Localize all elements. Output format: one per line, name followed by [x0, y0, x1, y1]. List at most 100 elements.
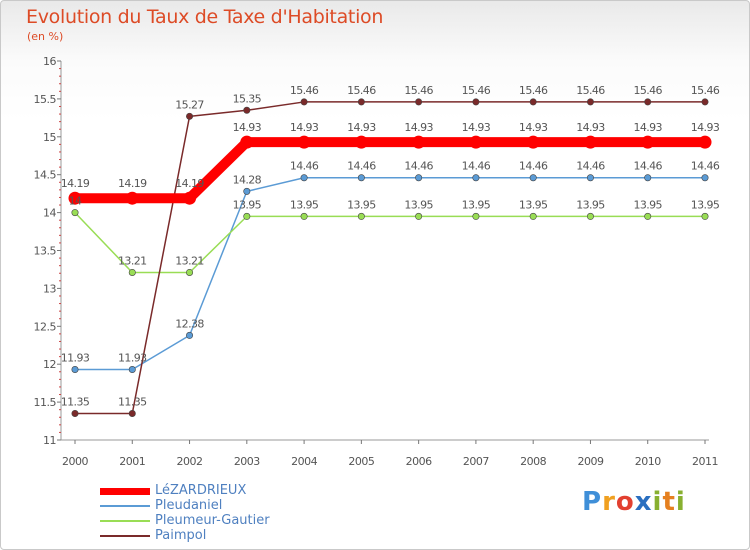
legend-item-pleumeur-gautier: Pleumeur-Gautier [100, 513, 320, 528]
data-label-pleumeur-gautier: 13.21 [118, 254, 147, 267]
data-point-l-zardrieux [583, 135, 597, 149]
x-tick-label: 2008 [520, 455, 546, 468]
data-point-pleudaniel [472, 174, 480, 182]
data-point-l-zardrieux [183, 191, 197, 205]
data-label-l-zardrieux: 14.19 [175, 177, 204, 190]
data-point-l-zardrieux [526, 135, 540, 149]
data-label-paimpol: 15.46 [519, 84, 548, 97]
chart-subtitle: (en %) [27, 30, 64, 43]
x-tick-label: 2010 [635, 455, 661, 468]
data-label-paimpol: 15.46 [633, 84, 662, 97]
y-tick-label: 14.5 [34, 169, 57, 182]
legend-swatch-pleumeur-gautier [100, 520, 150, 522]
y-tick-label: 13 [43, 282, 56, 295]
y-tick-label: 11.5 [34, 396, 57, 409]
legend-item-lezardrieux: LéZARDRIEUX [100, 483, 320, 498]
data-label-pleudaniel: 14.46 [347, 160, 376, 173]
x-tick-label: 2005 [348, 455, 374, 468]
y-tick-label: 16 [43, 55, 56, 68]
data-label-pleudaniel: 14.46 [691, 160, 720, 173]
series-lines [70, 101, 710, 415]
data-label-pleumeur-gautier: 13.95 [576, 198, 605, 211]
data-point-paimpol [243, 106, 251, 114]
data-label-l-zardrieux: 14.93 [290, 121, 319, 134]
data-point-l-zardrieux [68, 191, 82, 205]
data-point-paimpol [586, 98, 594, 106]
data-label-l-zardrieux: 14.93 [233, 121, 262, 134]
data-label-l-zardrieux: 14.19 [118, 177, 147, 190]
data-label-pleumeur-gautier: 13.95 [691, 198, 720, 211]
data-point-l-zardrieux [297, 135, 311, 149]
data-label-pleudaniel: 14.46 [633, 160, 662, 173]
data-point-paimpol [128, 409, 136, 417]
data-point-paimpol [357, 98, 365, 106]
data-point-pleumeur-gautier [186, 268, 194, 276]
data-label-pleudaniel: 14.28 [233, 173, 262, 186]
data-label-pleumeur-gautier: 13.95 [633, 198, 662, 211]
data-label-pleudaniel: 14.46 [290, 160, 319, 173]
data-point-pleumeur-gautier [529, 212, 537, 220]
x-tick-label: 2004 [291, 455, 317, 468]
data-label-pleumeur-gautier: 13.95 [290, 198, 319, 211]
data-label-l-zardrieux: 14.93 [347, 121, 376, 134]
data-point-l-zardrieux [469, 135, 483, 149]
data-point-pleumeur-gautier [586, 212, 594, 220]
proxiti-logo: Proxiti [582, 487, 686, 517]
data-label-paimpol: 15.46 [691, 84, 720, 97]
data-label-paimpol: 15.46 [576, 84, 605, 97]
data-point-paimpol [701, 98, 709, 106]
data-point-pleudaniel [71, 366, 79, 374]
data-label-pleudaniel: 14.46 [519, 160, 548, 173]
data-label-l-zardrieux: 14.93 [462, 121, 491, 134]
data-point-pleudaniel [186, 331, 194, 339]
y-tick-label: 12 [43, 358, 56, 371]
y-tick-label: 15 [43, 131, 56, 144]
data-point-pleudaniel [701, 174, 709, 182]
data-point-pleudaniel [586, 174, 594, 182]
chart-title: Evolution du Taux de Taxe d'Habitation [26, 6, 384, 28]
data-label-l-zardrieux: 14.93 [633, 121, 662, 134]
data-point-l-zardrieux [641, 135, 655, 149]
data-label-paimpol: 15.46 [347, 84, 376, 97]
data-label-l-zardrieux: 14.93 [519, 121, 548, 134]
data-label-paimpol: 11.35 [61, 395, 90, 408]
data-label-pleumeur-gautier: 13.95 [519, 198, 548, 211]
data-point-pleudaniel [300, 174, 308, 182]
data-point-paimpol [644, 98, 652, 106]
y-tick-label: 13.5 [34, 245, 57, 258]
y-tick-label: 11 [43, 434, 56, 447]
legend-item-pleudaniel: Pleudaniel [100, 498, 320, 513]
y-tick-label: 14 [43, 207, 56, 220]
data-label-pleumeur-gautier: 13.21 [175, 254, 204, 267]
series-line-l-zardrieux [70, 137, 710, 204]
data-point-l-zardrieux [240, 135, 254, 149]
x-tick-label: 2001 [119, 455, 145, 468]
x-tick-label: 2000 [62, 455, 88, 468]
data-point-pleumeur-gautier [128, 268, 136, 276]
legend-swatch-pleudaniel [100, 505, 150, 507]
legend-label-lezardrieux: LéZARDRIEUX [155, 483, 247, 498]
data-label-paimpol: 15.46 [462, 84, 491, 97]
data-point-pleumeur-gautier [243, 212, 251, 220]
data-point-paimpol [186, 112, 194, 120]
data-point-pleumeur-gautier [71, 209, 79, 217]
data-point-l-zardrieux [125, 191, 139, 205]
data-label-paimpol: 11.35 [118, 395, 147, 408]
data-label-paimpol: 15.46 [404, 84, 433, 97]
data-point-pleudaniel [415, 174, 423, 182]
x-tick-label: 2007 [463, 455, 489, 468]
data-label-pleumeur-gautier: 13.95 [347, 198, 376, 211]
data-point-pleudaniel [128, 366, 136, 374]
data-label-paimpol: 15.46 [290, 84, 319, 97]
data-label-l-zardrieux: 14.93 [691, 121, 720, 134]
data-label-l-zardrieux: 14.19 [61, 177, 90, 190]
data-label-l-zardrieux: 14.93 [404, 121, 433, 134]
data-point-pleumeur-gautier [357, 212, 365, 220]
data-point-pleudaniel [243, 187, 251, 195]
x-tick-label: 2009 [577, 455, 603, 468]
data-point-paimpol [415, 98, 423, 106]
series-line-paimpol [74, 101, 706, 415]
data-label-l-zardrieux: 14.93 [576, 121, 605, 134]
y-tick-label: 15.5 [34, 93, 57, 106]
